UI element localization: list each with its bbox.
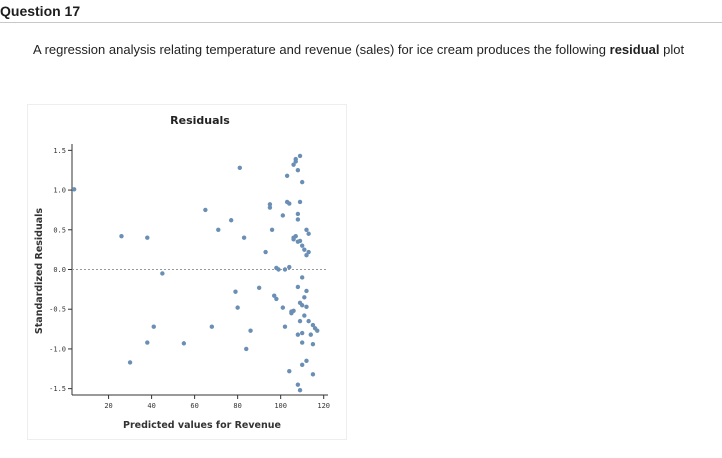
data-point [71,187,77,192]
y-tick-label: -1.5 [49,385,66,393]
data-point [274,296,279,302]
data-point [295,332,301,337]
data-point [241,235,247,240]
data-point [269,227,275,232]
data-point [295,284,301,290]
data-point [306,249,311,255]
y-tick-label: -1.0 [49,345,66,353]
data-point [272,293,277,298]
data-point [203,207,208,213]
data-point [306,231,311,236]
data-point [267,205,273,210]
chart-points [71,153,320,393]
data-point [256,285,262,290]
data-point [295,168,301,173]
data-point [287,264,292,270]
data-point [160,271,165,276]
data-point [228,218,234,223]
data-point [299,330,305,336]
chart-title: Residuals [170,114,230,127]
data-point [306,318,311,324]
data-point [310,341,316,347]
data-point [304,358,309,364]
data-point [291,162,296,167]
data-point [304,227,309,232]
x-tick-label: 20 [104,402,112,410]
data-point [304,253,309,258]
x-tick-label: 80 [233,402,241,410]
data-point [263,249,268,255]
data-point [276,267,281,272]
data-point [299,275,305,280]
question-text-after: plot [659,42,685,57]
data-point [181,341,187,346]
data-point [310,322,316,328]
data-point [302,313,307,318]
data-point [302,295,307,300]
question-title: Question 17 [0,3,81,19]
data-point [119,233,124,239]
data-point [304,304,309,310]
data-point [299,179,305,185]
data-point [304,288,309,294]
data-point [151,324,156,329]
question-text: A regression analysis relating temperatu… [33,42,684,57]
residual-plot: Residuals Standardized Residuals Predict… [34,114,330,431]
data-point [248,328,253,333]
data-point [233,289,238,294]
y-tick-label: 1.5 [53,147,66,155]
data-point [282,324,288,329]
data-point [295,382,301,387]
data-point [216,227,221,232]
data-point [299,303,305,308]
data-point [291,237,296,242]
x-tick-label: 60 [190,402,198,410]
data-point [287,368,292,374]
data-point [244,346,249,352]
data-point [297,199,303,205]
data-point [315,328,320,333]
data-point [235,305,240,310]
data-point [297,153,303,159]
data-point [291,308,296,314]
y-tick-label: 0.5 [53,226,66,234]
data-point [308,332,313,337]
data-point [297,318,303,324]
y-tick-label: 1.0 [53,187,66,195]
data-point [299,243,305,248]
x-tick-label: 100 [274,402,287,410]
x-axis-label: Predicted values for Revenue [123,420,281,431]
data-point [282,267,288,272]
x-tick-label: 120 [317,402,330,410]
data-point [145,340,150,345]
data-point [297,238,303,244]
data-point [284,173,290,178]
data-point [295,217,301,222]
residual-plot-panel: Residuals Standardized Residuals Predict… [28,105,346,439]
question-header: Question 17 [0,0,722,23]
y-tick-label: -0.5 [49,306,66,314]
data-point [237,165,242,171]
data-point [127,360,133,365]
question-text-before: A regression analysis relating temperatu… [33,42,610,57]
data-point [297,388,303,393]
x-tick-label: 40 [147,402,155,410]
data-point [280,213,286,218]
data-point [293,156,298,162]
data-point [299,340,305,345]
data-point [310,372,316,377]
data-point [295,211,301,217]
y-axis-label: Standardized Residuals [34,208,45,334]
data-point [293,233,298,239]
data-point [267,202,273,207]
data-point [209,324,215,329]
data-point [299,362,305,368]
question-text-bold: residual [609,42,660,57]
y-tick-label: 0.0 [53,266,66,274]
data-point [280,305,286,310]
data-point [145,235,150,240]
data-point [302,247,307,252]
data-point [287,201,292,206]
